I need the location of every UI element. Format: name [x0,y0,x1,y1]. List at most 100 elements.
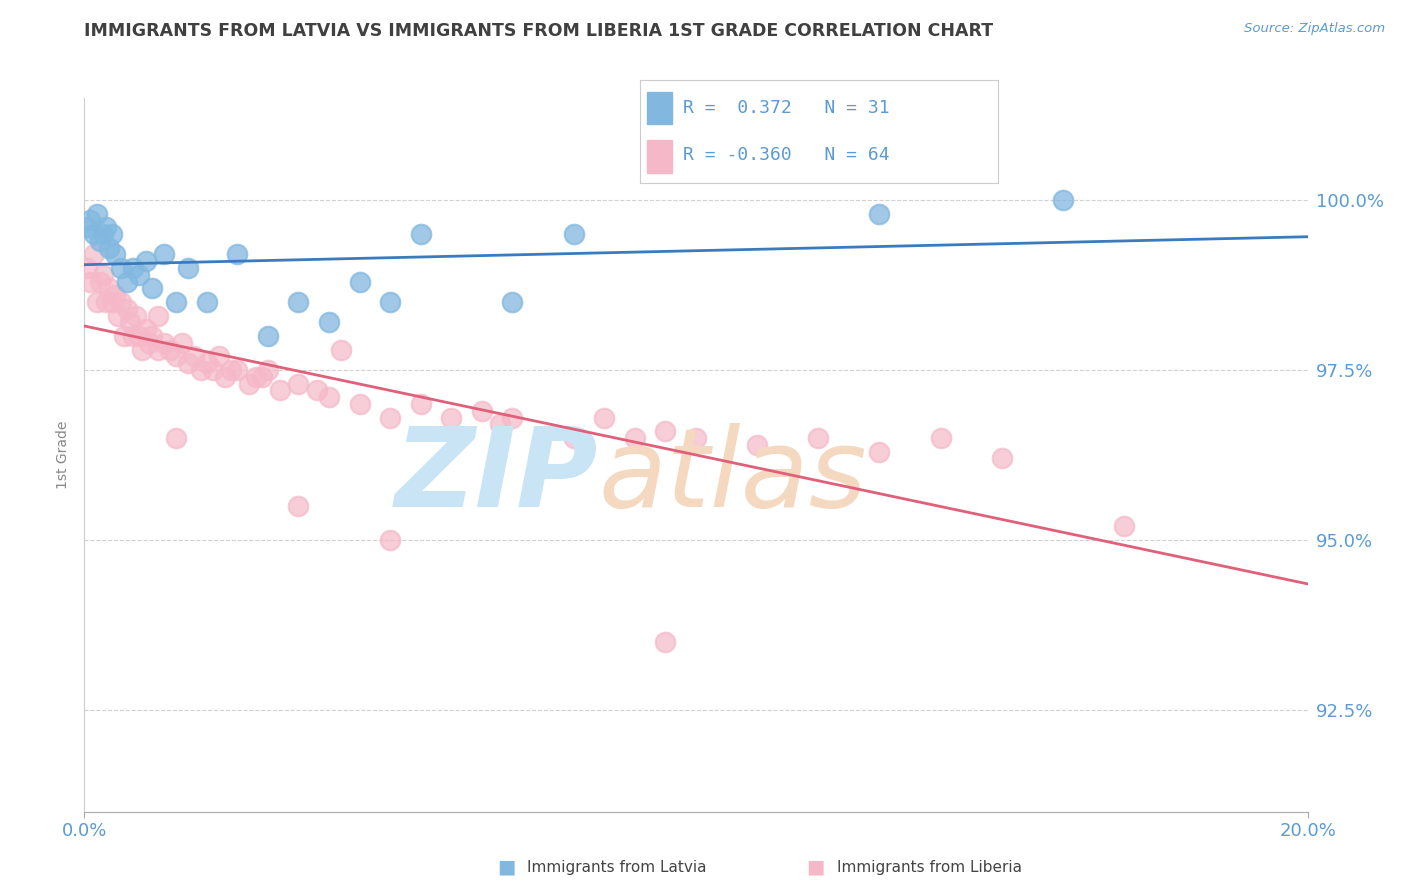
Point [153,247,176,261]
Point [269,384,291,398]
Point [110,260,132,275]
Text: IMMIGRANTS FROM LATVIA VS IMMIGRANTS FROM LIBERIA 1ST GRADE CORRELATION CHART: IMMIGRANTS FROM LATVIA VS IMMIGRANTS FRO… [84,22,994,40]
Point [146,343,169,357]
Point [141,329,163,343]
Point [250,369,273,384]
Bar [647,140,672,173]
Point [165,295,187,310]
Point [120,315,142,329]
Point [214,369,236,384]
Point [238,376,260,391]
Point [83,247,105,261]
Point [305,384,328,398]
Point [219,363,242,377]
Point [135,322,157,336]
Text: atlas: atlas [598,423,866,530]
Point [131,343,153,357]
Point [135,254,157,268]
Point [330,343,353,357]
Point [177,356,200,370]
Point [501,295,523,310]
Point [380,410,402,425]
Point [97,241,120,255]
Bar [647,92,672,124]
Point [1114,519,1136,533]
Point [287,499,309,513]
Point [165,350,187,364]
Point [624,431,647,445]
Point [501,410,523,425]
Point [287,376,309,391]
Point [807,431,830,445]
Point [929,431,952,445]
Point [489,417,512,432]
Point [104,288,127,302]
Point [101,295,124,310]
Point [654,635,676,649]
Point [128,329,150,343]
Point [91,227,114,241]
Point [318,390,340,404]
Point [869,207,891,221]
Point [990,451,1012,466]
Point [287,295,309,310]
Point [195,295,218,310]
Point [562,431,585,445]
Point [201,363,224,377]
Point [128,268,150,282]
Y-axis label: 1st Grade: 1st Grade [56,421,70,489]
Point [104,247,127,261]
Point [593,410,616,425]
Point [190,363,212,377]
Point [112,329,135,343]
Point [115,301,138,316]
Point [380,533,402,547]
Point [409,397,432,411]
Text: R =  0.372   N = 31: R = 0.372 N = 31 [683,99,890,117]
Point [86,207,108,221]
Point [1052,193,1074,207]
Point [94,220,117,235]
Point [409,227,432,241]
Point [159,343,181,357]
Text: ■: ■ [806,857,825,877]
Point [685,431,707,445]
Point [107,309,129,323]
Text: R = -0.360   N = 64: R = -0.360 N = 64 [683,146,890,164]
Point [257,329,280,343]
Point [153,335,176,350]
Point [562,227,585,241]
Point [141,281,163,295]
Point [440,410,463,425]
Point [115,275,138,289]
Point [745,438,768,452]
Point [869,444,891,458]
Point [94,295,117,310]
Point [380,295,402,310]
Text: Immigrants from Liberia: Immigrants from Liberia [837,860,1022,874]
Point [226,247,249,261]
Point [83,227,105,241]
Point [183,350,205,364]
Point [97,281,120,295]
Point [76,220,98,235]
Point [349,275,371,289]
Point [89,275,111,289]
Point [245,369,267,384]
Point [349,397,371,411]
Point [172,335,194,350]
Point [125,309,148,323]
Point [226,363,249,377]
Text: ZIP: ZIP [395,423,598,530]
Point [195,356,218,370]
Point [79,213,101,227]
Point [471,403,494,417]
Point [101,227,124,241]
Point [79,275,101,289]
Point [177,260,200,275]
Point [146,309,169,323]
Point [138,335,160,350]
Point [89,234,111,248]
Point [318,315,340,329]
Text: ■: ■ [496,857,516,877]
